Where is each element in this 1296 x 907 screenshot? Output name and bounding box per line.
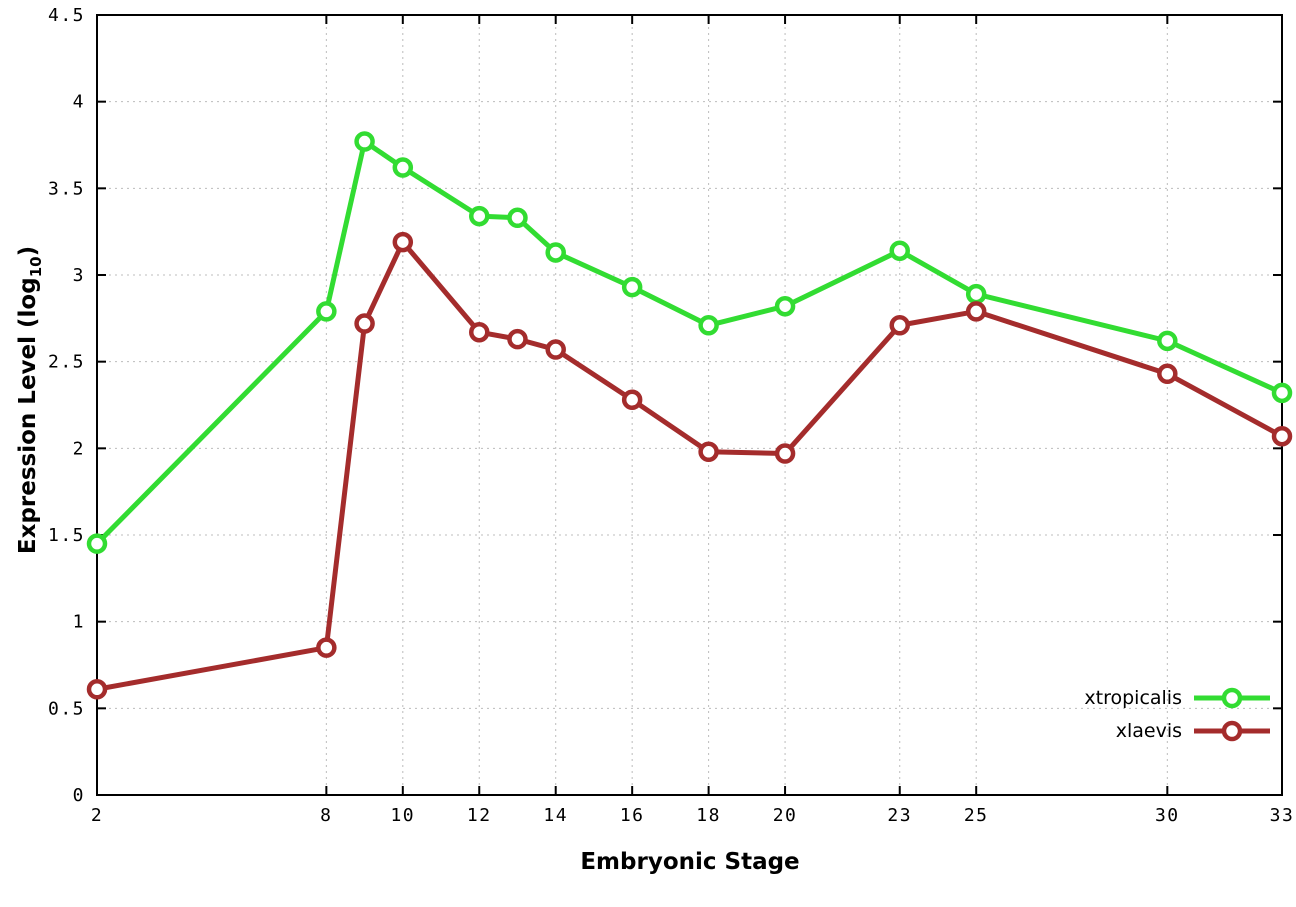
xlaevis-marker: [1271, 425, 1293, 447]
y-tick-label: 0.5: [48, 698, 85, 719]
y-tick-label: 0: [73, 785, 85, 806]
y-tick-labels: 0 0.5 1 1.5 2 2.5 3 3.5 4 4.5: [48, 5, 85, 806]
y-tick-label: 3.5: [48, 178, 85, 199]
xtropicalis-marker: [1271, 382, 1293, 404]
xtropicalis-marker: [621, 276, 643, 298]
legend-label-xlaevis: xlaevis: [1115, 720, 1182, 742]
legend-row-xtropicalis: xtropicalis: [1084, 686, 1272, 710]
xtropicalis-marker: [774, 295, 796, 317]
xlaevis-marker: [965, 301, 987, 322]
x-tick-label: 2: [91, 805, 103, 826]
xtropicalis-marker: [545, 242, 566, 263]
xlaevis-marker: [889, 315, 910, 336]
xlaevis-marker: [698, 441, 719, 463]
xlaevis-line: [94, 239, 1285, 692]
xtropicalis-marker: [86, 533, 108, 554]
tick-marks: [96, 14, 1283, 796]
y-axis-label-sub: 10: [26, 256, 45, 278]
x-tick-label: 23: [887, 805, 912, 826]
y-axis-label: Expression Level (log10): [15, 246, 45, 554]
xtropicalis-marker: [469, 205, 490, 227]
xlaevis-marker: [621, 389, 643, 411]
legend-label-xtropicalis: xtropicalis: [1084, 687, 1182, 709]
xtropicalis-marker: [1157, 330, 1178, 352]
x-tick-label: 25: [964, 805, 989, 826]
xtropicalis-line: [94, 139, 1285, 547]
xlaevis-marker: [469, 321, 490, 343]
series-xtropicalis: [86, 131, 1293, 554]
grid-lines: [97, 15, 1282, 795]
x-tick-label: 8: [320, 805, 332, 826]
y-tick-label: 2.5: [48, 352, 85, 373]
xlaevis-marker: [507, 328, 528, 350]
legend-sample-xtropicalis: [1194, 687, 1270, 709]
xlaevis-marker: [774, 443, 796, 464]
x-tick-label: 12: [467, 805, 492, 826]
x-tick-labels: 2 8 10 12 14 16 18 20 23 25 30 33: [91, 805, 1295, 826]
y-tick-label: 4: [73, 92, 85, 113]
xtropicalis-marker: [889, 240, 910, 261]
y-tick-label: 4.5: [48, 5, 85, 26]
xlaevis-marker: [545, 339, 566, 360]
xlaevis-marker: [86, 679, 108, 700]
y-axis-label-main: Expression Level (log: [15, 277, 42, 555]
y-tick-label: 1: [73, 612, 85, 633]
xlaevis-marker: [354, 313, 375, 334]
xlaevis-marker: [392, 231, 414, 253]
x-tick-label: 33: [1270, 805, 1295, 826]
legend-sample-xlaevis: [1194, 720, 1270, 742]
x-tick-label: 18: [696, 805, 721, 826]
xtropicalis-marker: [965, 283, 987, 305]
y-axis-label-end: ): [15, 245, 42, 257]
y-tick-label: 2: [73, 438, 85, 459]
xtropicalis-marker: [698, 315, 719, 336]
x-tick-label: 20: [773, 805, 798, 826]
legend-row-xlaevis: xlaevis: [1084, 719, 1272, 743]
y-tick-label: 1.5: [48, 525, 85, 546]
x-tick-label: 16: [620, 805, 645, 826]
x-tick-label: 30: [1155, 805, 1180, 826]
y-tick-label: 3: [73, 265, 85, 286]
series-xlaevis: [86, 231, 1293, 700]
xtropicalis-marker: [354, 131, 375, 152]
xtropicalis-marker: [507, 207, 528, 229]
plot-border: [96, 14, 1283, 796]
xlaevis-marker: [1157, 363, 1178, 385]
legend: xtropicalis xlaevis: [1084, 686, 1272, 743]
x-tick-label: 14: [543, 805, 568, 826]
x-tick-label: 10: [390, 805, 415, 826]
xtropicalis-marker: [392, 157, 414, 178]
xlaevis-marker: [316, 637, 337, 658]
x-axis-label: Embryonic Stage: [580, 849, 800, 875]
xtropicalis-marker: [316, 301, 337, 322]
